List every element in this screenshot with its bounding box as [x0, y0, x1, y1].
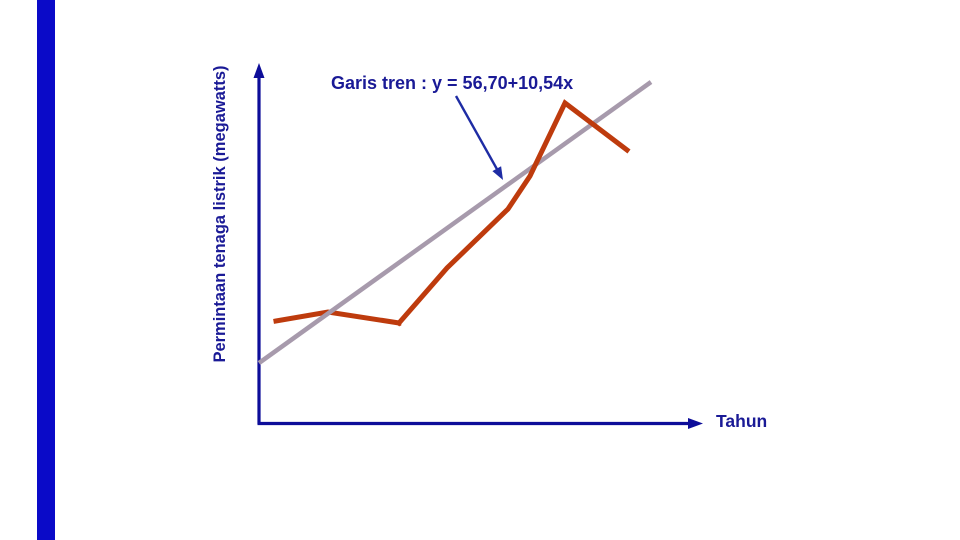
trend-annotation-label: Garis tren : y = 56,70+10,54x — [331, 73, 573, 93]
x-axis-arrowhead-icon — [688, 418, 703, 429]
annotation-arrow — [454, 95, 500, 172]
demand-line-right-segment — [395, 99, 631, 327]
x-axis-label: Tahun — [716, 411, 767, 431]
y-axis-label: Permintaan tenaga listrik (megawatts) — [211, 65, 229, 362]
trend-line — [257, 80, 653, 365]
y-axis-arrowhead-icon — [253, 63, 265, 78]
demand-line-left-segment — [273, 309, 402, 326]
annotation-arrowhead-icon — [492, 166, 503, 180]
accent-bar — [37, 0, 55, 540]
